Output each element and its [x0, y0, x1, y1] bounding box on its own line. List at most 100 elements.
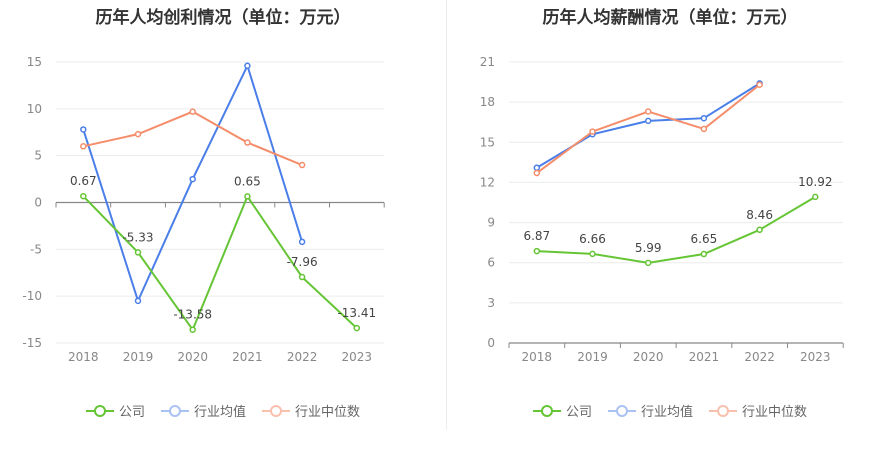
data-label: 6.65: [691, 232, 718, 246]
x-tick-label: 2018: [68, 350, 99, 364]
x-tick-label: 2019: [123, 350, 154, 364]
chart-title: 历年人均薪酬情况（单位：万元）: [542, 8, 798, 28]
series-line-industry_median: [536, 83, 761, 174]
x-tick-label: 2021: [689, 350, 720, 364]
data-point-company: [700, 250, 708, 258]
data-label: 5.99: [635, 241, 662, 255]
legend-label: 行业中位数: [295, 405, 361, 420]
data-point-industry_avg: [644, 117, 652, 125]
legend-item-company[interactable]: 公司: [532, 401, 592, 420]
y-tick-label: -5: [30, 242, 42, 256]
y-tick-label: 0: [487, 336, 495, 350]
data-point-company: [644, 259, 652, 267]
salary-chart-panel: 历年人均薪酬情况（单位：万元） 21 18 15 12 9 6 3 0 2018 2019 2020…: [447, 0, 893, 458]
legend-label: 行业均值: [640, 405, 693, 420]
y-tick-label: 6: [487, 256, 495, 270]
data-point-industry_median: [298, 161, 306, 169]
data-point-industry_median: [589, 128, 596, 135]
data-point-industry_avg: [533, 164, 541, 171]
y-tick-label: 18: [480, 95, 495, 109]
chart-title: 历年人均创利情况（单位：万元）: [95, 8, 351, 28]
y-tick-label: 12: [480, 175, 495, 189]
panel-divider: [446, 0, 447, 430]
legend-label: 公司: [118, 405, 145, 420]
x-tick-label: 2022: [287, 350, 318, 364]
y-tick-label: 3: [487, 296, 495, 310]
data-point-industry_median: [189, 108, 196, 115]
data-point-company: [189, 326, 196, 333]
legend-industry-median-icon: [262, 404, 290, 418]
chart-legend: 公司 行业均值 行业中位数: [0, 401, 446, 420]
data-point-industry_median: [244, 139, 251, 146]
chart-legend: 公司 行业均值 行业中位数: [447, 401, 893, 420]
y-tick-label: 10: [27, 102, 42, 116]
series-line-industry_avg: [536, 82, 761, 169]
legend-label: 行业中位数: [742, 405, 808, 420]
data-point-industry_avg: [700, 114, 708, 122]
profit-chart-panel: 历年人均创利情况（单位：万元） 15 10 5 0 -5 -10 -15 2018 2019 20…: [0, 0, 446, 458]
x-tick-label: 2019: [577, 350, 608, 364]
legend-item-industry-median[interactable]: 行业中位数: [262, 401, 360, 420]
y-tick-label: 9: [487, 216, 495, 230]
y-tick-label: 21: [480, 55, 495, 69]
legend-industry-median-icon: [709, 404, 737, 418]
x-tick-label: 2018: [522, 350, 553, 364]
data-point-company: [589, 250, 596, 258]
data-point-industry_median: [756, 81, 763, 88]
legend-industry-avg-icon: [160, 404, 189, 418]
legend-item-industry-median[interactable]: 行业中位数: [709, 401, 807, 420]
data-label: 10.92: [798, 175, 832, 189]
series-line-company: [536, 196, 816, 264]
x-tick-label: 2023: [800, 350, 831, 364]
data-point-company: [244, 193, 251, 200]
data-label: -13.41: [337, 306, 376, 320]
salary-chart-plot: 21 18 15 12 9 6 3 0 2018 2019 2020 2021 2022 2023 6.87…: [480, 55, 844, 364]
legend-company-icon: [85, 404, 114, 418]
legend-industry-avg-icon: [607, 404, 636, 418]
data-point-company: [812, 193, 819, 201]
legend-item-company[interactable]: 公司: [85, 401, 145, 420]
data-label: 6.87: [523, 229, 550, 243]
data-label: -7.96: [287, 255, 318, 269]
data-point-industry_avg: [298, 238, 306, 246]
series-line-company: [82, 194, 358, 332]
data-point-industry_median: [533, 169, 541, 177]
data-label: 0.65: [234, 174, 261, 188]
data-point-industry_avg: [134, 297, 142, 305]
data-point-industry_avg: [80, 126, 87, 133]
data-point-industry_median: [700, 125, 708, 133]
x-tick-label: 2023: [342, 350, 373, 364]
legend-company-icon: [532, 404, 561, 418]
data-point-industry_median: [80, 143, 87, 150]
data-point-company: [298, 273, 306, 281]
x-tick-label: 2022: [744, 350, 775, 364]
x-tick-label: 2020: [633, 350, 664, 364]
legend-label: 行业均值: [193, 405, 246, 420]
y-tick-label: 0: [34, 196, 42, 210]
x-tick-label: 2021: [232, 350, 263, 364]
y-tick-label: 15: [480, 135, 495, 149]
data-point-company: [80, 192, 87, 200]
data-point-company: [533, 247, 541, 255]
legend-label: 公司: [565, 405, 592, 420]
data-label: -5.33: [122, 230, 153, 244]
y-tick-label: 5: [34, 149, 42, 163]
data-point-industry_avg: [244, 62, 251, 69]
data-point-industry_median: [644, 108, 652, 115]
data-point-company: [353, 324, 361, 332]
y-tick-label: 15: [27, 55, 42, 69]
data-point-industry_median: [134, 130, 142, 138]
series-line-industry_avg: [82, 63, 304, 304]
data-label: -13.58: [173, 308, 212, 322]
y-tick-label: -15: [22, 336, 42, 350]
x-tick-label: 2020: [177, 350, 208, 364]
legend-item-industry-avg[interactable]: 行业均值: [607, 401, 693, 420]
legend-item-industry-avg[interactable]: 行业均值: [160, 401, 246, 420]
data-point-company: [756, 226, 763, 234]
data-label: 8.46: [746, 208, 773, 222]
data-label: 0.67: [70, 174, 97, 188]
profit-chart-plot: 15 10 5 0 -5 -10 -15 2018 2019 2020 2021 2022 2023 0.…: [22, 55, 385, 364]
data-point-company: [134, 249, 142, 256]
data-label: 6.66: [579, 232, 606, 246]
y-tick-label: -10: [22, 289, 42, 303]
